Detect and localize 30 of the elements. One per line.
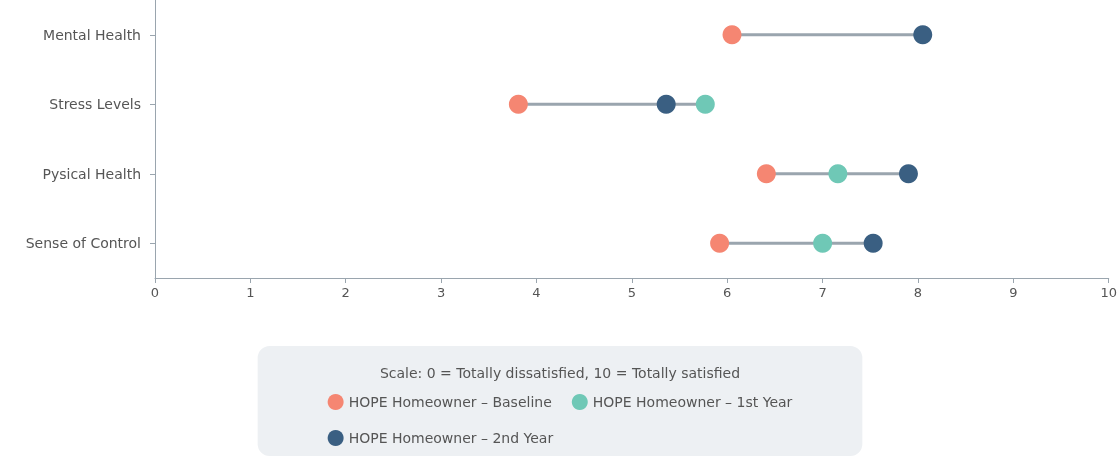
x-tick-label: 10 bbox=[1100, 285, 1117, 300]
y-tick-label: Pysical Health bbox=[42, 165, 141, 182]
text: Scale: 0 = Totally dissatisfied, 10 = Totally satisfied bbox=[379, 365, 741, 381]
point bbox=[695, 94, 715, 114]
point bbox=[722, 25, 742, 45]
point bbox=[756, 164, 776, 184]
point bbox=[828, 164, 848, 184]
y-tick-label: Stress Levels bbox=[49, 96, 141, 113]
x-tick-label: 1 bbox=[246, 285, 255, 300]
x-tick-label: 2 bbox=[341, 285, 350, 300]
x-tick-label: 3 bbox=[436, 285, 446, 300]
point bbox=[656, 94, 676, 114]
x-tick-label: 0 bbox=[150, 285, 160, 300]
x-tick-label: 6 bbox=[723, 285, 732, 300]
y-tick-label: Sense of Control bbox=[25, 235, 141, 252]
point bbox=[913, 25, 933, 45]
point bbox=[813, 233, 833, 253]
legend-label: HOPE Homeowner – Baseline bbox=[348, 394, 552, 410]
point bbox=[898, 164, 918, 184]
x-tick-label: 4 bbox=[532, 285, 541, 300]
point bbox=[863, 233, 883, 253]
x-tick-label: 9 bbox=[1009, 285, 1018, 300]
y-tick-label: Mental Health bbox=[43, 26, 141, 43]
point bbox=[710, 233, 730, 253]
point bbox=[508, 94, 528, 114]
legend-label: HOPE Homeowner – 1st Year bbox=[592, 394, 793, 410]
x-tick-label: 5 bbox=[627, 285, 637, 300]
x-tick-label: 8 bbox=[913, 285, 923, 300]
legend-label: HOPE Homeowner – 2nd Year bbox=[348, 430, 554, 446]
x-tick-label: 7 bbox=[818, 285, 827, 300]
